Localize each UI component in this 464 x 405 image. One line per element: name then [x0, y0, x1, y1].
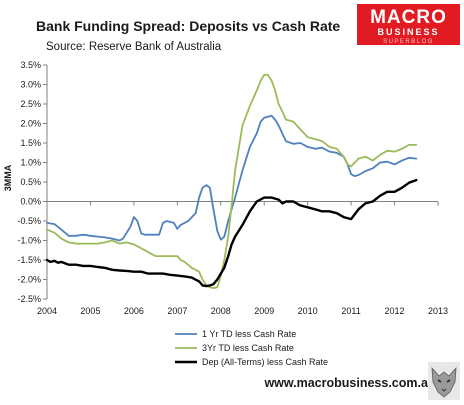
series-line-2	[46, 73, 418, 289]
logo-background	[357, 4, 460, 45]
legend-label-2: 3Yr TD less Cash Rate	[202, 343, 294, 353]
x-tick-label: 2004	[37, 306, 57, 316]
x-tick-label: 2006	[124, 306, 144, 316]
y-tick-label: -2.5%	[17, 294, 41, 304]
x-tick-label: 2013	[428, 306, 448, 316]
y-tick-label: 2.5%	[20, 99, 41, 109]
y-axis-label: 3MMA	[3, 164, 13, 191]
legend-label-1: 1 Yr TD less Cash Rate	[202, 329, 296, 339]
y-tick-label: 3.0%	[20, 80, 41, 90]
y-tick-label: -0.5%	[17, 216, 41, 226]
x-tick-label: 2005	[80, 306, 100, 316]
series-line-3	[45, 178, 418, 288]
macro-business-logo: MACRO BUSINESS SUPERBLOG	[357, 4, 460, 45]
series-lines	[45, 73, 418, 289]
y-tick-label: 0.0%	[20, 197, 41, 207]
y-tick-label: 2.0%	[20, 119, 41, 129]
wolf-head-icon	[428, 362, 460, 400]
chart-subtitle: Source: Reserve Bank of Australia	[46, 41, 222, 53]
x-tick-label: 2012	[385, 306, 405, 316]
chart-title: Bank Funding Spread: Deposits vs Cash Ra…	[36, 18, 340, 34]
y-tick-label: -2.0%	[17, 275, 41, 285]
series-line-1	[46, 114, 418, 242]
footer-url: www.macrobusiness.com.au	[263, 376, 435, 390]
x-tick-label: 2009	[254, 306, 274, 316]
legend-label-3: Dep (All-Terms) less Cash Rate	[202, 357, 328, 367]
y-tick-label: 0.5%	[20, 177, 41, 187]
y-tick-label: 3.5%	[20, 60, 41, 70]
legend: 1 Yr TD less Cash Rate 3Yr TD less Cash R…	[175, 329, 328, 367]
y-axis-ticks: -2.5% -2.0% -1.5% -1.0% -0.5% 0.0% 0.5% 1.0% 1.5…	[17, 60, 47, 304]
x-axis-ticks: 2004 2005 2006 2007 2008 2009 2010 2011 2012 2013	[37, 201, 448, 316]
y-tick-label: -1.5%	[17, 255, 41, 265]
axes	[46, 65, 438, 299]
x-tick-label: 2008	[211, 306, 231, 316]
x-tick-label: 2011	[341, 306, 360, 316]
y-tick-label: 1.0%	[20, 158, 41, 168]
x-tick-label: 2010	[298, 306, 318, 316]
x-tick-label: 2007	[167, 306, 187, 316]
logo-main-text: MACRO	[370, 7, 447, 28]
y-tick-label: 1.5%	[20, 138, 41, 148]
y-tick-label: -1.0%	[17, 236, 41, 246]
logo-tag-text: SUPERBLOG	[383, 39, 434, 45]
logo-sub-text: BUSINESS	[377, 27, 439, 37]
